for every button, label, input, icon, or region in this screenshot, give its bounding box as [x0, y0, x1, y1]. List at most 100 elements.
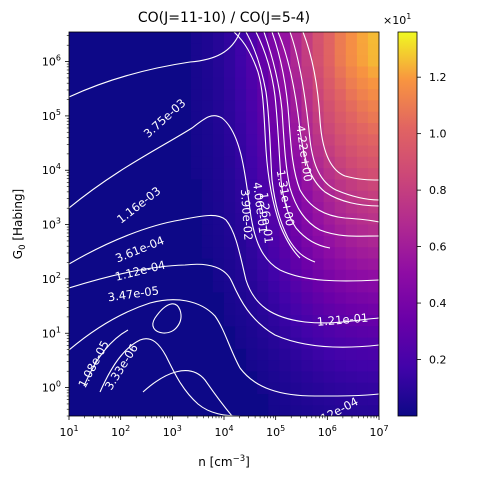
heatmap-cell	[224, 224, 236, 236]
heatmap-cell	[356, 291, 369, 304]
heatmap-cell	[224, 43, 236, 56]
heatmap-cell	[268, 348, 280, 361]
heatmap-cell	[201, 43, 214, 56]
heatmap-cell	[290, 43, 303, 56]
heatmap-cell	[356, 246, 369, 259]
colorbar-tick-label: 1.0	[429, 128, 447, 141]
heatmap-cell	[334, 144, 347, 157]
heatmap-cell	[224, 190, 236, 202]
heatmap-cell	[224, 111, 236, 123]
heatmap-cell	[312, 156, 325, 169]
heatmap-cell	[224, 77, 236, 90]
contour-line	[245, 32, 316, 263]
heatmap-cell	[356, 314, 369, 327]
heatmap-cell	[212, 280, 225, 293]
heatmap-cell	[312, 201, 325, 214]
heatmap-cell	[323, 370, 336, 383]
heatmap-cell	[235, 167, 247, 180]
heatmap-cell	[334, 303, 347, 315]
heatmap-cell	[367, 43, 379, 56]
y-tick-label: 105	[42, 108, 61, 123]
heatmap-cell	[367, 122, 379, 135]
heatmap-cell	[345, 280, 358, 293]
heatmap-cell	[356, 43, 369, 56]
heatmap-cell	[367, 156, 379, 169]
heatmap-cell	[224, 257, 236, 270]
heatmap-cell	[356, 257, 369, 270]
heatmap-cell	[246, 201, 258, 214]
heatmap-cell	[224, 122, 236, 135]
heatmap-cell	[235, 201, 247, 214]
heatmap-cell	[279, 257, 292, 270]
heatmap-cell	[224, 269, 236, 282]
heatmap-cell	[212, 54, 225, 67]
heatmap-cell	[257, 32, 269, 44]
contour-line	[277, 32, 379, 207]
colorbar-tick-label: 0.2	[429, 354, 447, 367]
heatmap-cell	[190, 99, 203, 112]
heatmap-cell	[301, 404, 314, 416]
heatmap-cell	[246, 88, 258, 101]
heatmap-cell	[257, 235, 269, 248]
heatmap-cell	[312, 393, 325, 406]
heatmap-cell	[224, 212, 236, 225]
colorbar-tick-label: 0.8	[429, 184, 447, 197]
heatmap-cell	[268, 54, 280, 67]
heatmap-cell	[312, 133, 325, 146]
heatmap-cell	[312, 111, 325, 123]
x-tick-label: 104	[214, 424, 233, 439]
heatmap-cell	[301, 303, 314, 315]
heatmap-cell	[345, 111, 358, 123]
heatmap-cell	[323, 54, 336, 67]
heatmap-cell	[279, 246, 292, 259]
contour-line	[233, 32, 301, 259]
contour-label: 1.26e-01	[257, 192, 276, 245]
heatmap-cell	[323, 99, 336, 112]
heatmap-cell	[257, 382, 269, 394]
heatmap-cell	[356, 382, 369, 394]
heatmap-cell	[356, 224, 369, 236]
contour-label: 4.06e-01	[250, 181, 270, 234]
heatmap-cell	[312, 77, 325, 90]
heatmap-cell	[212, 65, 225, 78]
heatmap-cell	[224, 167, 236, 180]
heatmap-cell	[235, 54, 247, 67]
heatmap-cell	[345, 370, 358, 383]
contour-line	[302, 32, 379, 181]
heatmap-cell	[212, 43, 225, 56]
heatmap-cell	[356, 269, 369, 282]
heatmap-cell	[190, 133, 203, 146]
heatmap-cell	[356, 393, 369, 406]
heatmap-cell	[367, 201, 379, 214]
x-axis-ticks: 101 102 103 104 105 106 107	[59, 416, 389, 439]
heatmap-cell	[290, 111, 303, 123]
heatmap-cell	[290, 303, 303, 315]
heatmap-cell	[246, 156, 258, 169]
heatmap-cell	[246, 190, 258, 202]
heatmap-cell	[235, 156, 247, 169]
heatmap-cell	[367, 257, 379, 270]
heatmap-cell	[301, 99, 314, 112]
heatmap-cell	[367, 359, 379, 372]
y-axis-ticks: 100 101 102 103 104 105 106	[42, 35, 69, 417]
heatmap-cell	[268, 291, 280, 304]
heatmap-cell	[235, 314, 247, 327]
heatmap-cell	[290, 336, 303, 349]
heatmap-cell	[246, 32, 258, 44]
heatmap-cell	[279, 235, 292, 248]
heatmap-cell	[323, 122, 336, 135]
heatmap-cell	[367, 269, 379, 282]
heatmap-cell	[301, 291, 314, 304]
heatmap-cell	[257, 167, 269, 180]
heatmap-cell	[312, 235, 325, 248]
heatmap-cell	[356, 99, 369, 112]
heatmap-cell	[235, 77, 247, 90]
heatmap-cell	[290, 257, 303, 270]
heatmap-cell	[257, 111, 269, 123]
heatmap-cell	[356, 111, 369, 123]
heatmap-cell	[235, 291, 247, 304]
heatmap-cell	[345, 359, 358, 372]
heatmap-cell	[334, 99, 347, 112]
heatmap-cell	[323, 336, 336, 349]
